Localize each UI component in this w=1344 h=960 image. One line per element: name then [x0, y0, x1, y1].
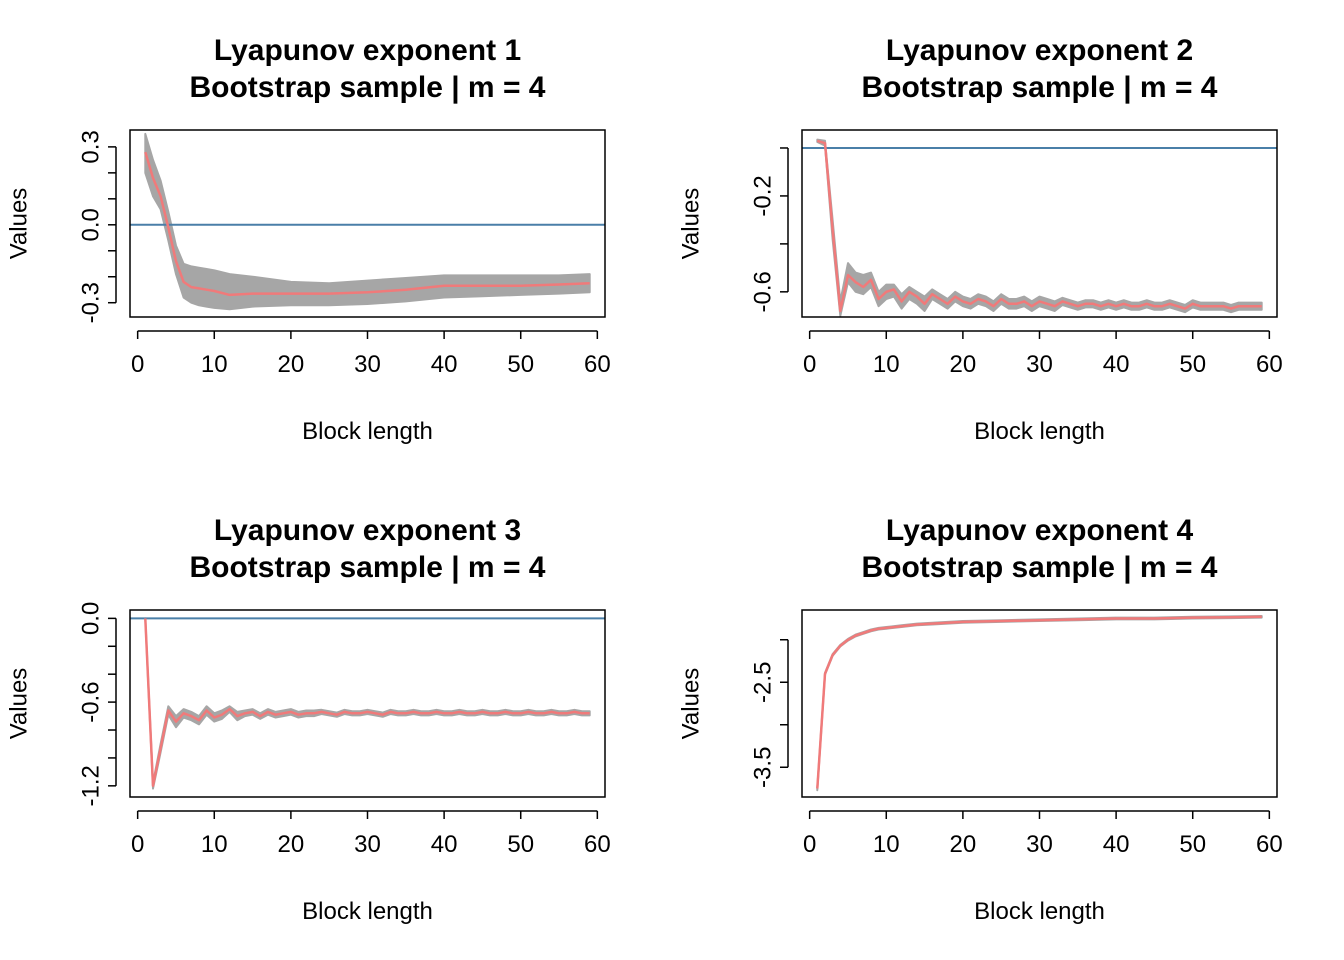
panel-subtitle: Bootstrap sample | m = 4 — [861, 551, 1217, 584]
y-tick-label: -1.2 — [77, 765, 104, 806]
plot-area — [130, 132, 605, 311]
x-tick-label: 20 — [278, 831, 305, 858]
x-tick-label: 30 — [354, 831, 381, 858]
x-axis-label: Block length — [974, 418, 1105, 445]
x-tick-label: 40 — [1103, 831, 1130, 858]
x-tick-label: 30 — [1026, 351, 1053, 378]
bootstrap-band — [816, 138, 1263, 317]
panel-4: Lyapunov exponent 4 Bootstrap sample | m … — [677, 514, 1282, 925]
x-axis-label: Block length — [974, 898, 1105, 925]
estimate-line — [816, 139, 1262, 313]
plot-area — [816, 615, 1263, 792]
x-tick-label: 60 — [584, 831, 611, 858]
x-tick-label: 10 — [201, 831, 228, 858]
x-tick-label: 50 — [1179, 831, 1206, 858]
y-tick-label: -0.3 — [77, 282, 104, 323]
panel-1: Lyapunov exponent 1 Bootstrap sample | m … — [5, 34, 610, 445]
y-tick-label: -2.5 — [749, 662, 776, 703]
y-axis-label: Values — [5, 188, 32, 260]
x-axis-label: Block length — [302, 898, 433, 925]
x-tick-label: 60 — [1256, 831, 1283, 858]
plot-frame — [129, 609, 606, 798]
x-tick-label: 10 — [873, 351, 900, 378]
bootstrap-band — [144, 617, 591, 790]
y-tick-label: 0.3 — [77, 130, 104, 163]
y-axis-label: Values — [677, 188, 704, 260]
x-tick-label: 20 — [950, 831, 977, 858]
x-tick-label: 10 — [201, 351, 228, 378]
estimate-line — [144, 151, 590, 297]
x-tick-label: 40 — [431, 351, 458, 378]
y-tick-label: 0.0 — [77, 208, 104, 241]
x-tick-label: 0 — [131, 831, 144, 858]
y-axis-label: Values — [677, 668, 704, 740]
x-tick-label: 30 — [1026, 831, 1053, 858]
x-tick-label: 0 — [131, 351, 144, 378]
plot-frame — [801, 129, 1278, 318]
panel-3: Lyapunov exponent 3 Bootstrap sample | m … — [5, 514, 610, 925]
x-tick-label: 60 — [584, 351, 611, 378]
y-tick-label: 0.0 — [77, 602, 104, 635]
y-axis-label: Values — [5, 668, 32, 740]
x-tick-label: 30 — [354, 351, 381, 378]
panel-title: Lyapunov exponent 3 — [214, 514, 521, 547]
panel-title: Lyapunov exponent 1 — [214, 34, 521, 67]
x-tick-label: 60 — [1256, 351, 1283, 378]
estimate-line — [144, 618, 590, 788]
x-axis-label: Block length — [302, 418, 433, 445]
x-tick-label: 20 — [950, 351, 977, 378]
x-tick-label: 20 — [278, 351, 305, 378]
panel-subtitle: Bootstrap sample | m = 4 — [189, 551, 545, 584]
x-tick-label: 10 — [873, 831, 900, 858]
x-tick-label: 40 — [431, 831, 458, 858]
plot-area — [802, 138, 1277, 317]
plot-frame — [129, 129, 606, 318]
x-tick-label: 50 — [1179, 351, 1206, 378]
panel-subtitle: Bootstrap sample | m = 4 — [189, 71, 545, 104]
y-tick-label: -3.5 — [749, 747, 776, 788]
x-tick-label: 50 — [507, 351, 534, 378]
plot-area — [130, 617, 605, 790]
y-tick-label: -0.6 — [77, 681, 104, 722]
plot-frame — [801, 609, 1278, 798]
y-tick-label: -0.2 — [749, 175, 776, 216]
x-tick-label: 0 — [803, 351, 816, 378]
estimate-line — [816, 615, 1262, 789]
x-tick-label: 0 — [803, 831, 816, 858]
bootstrap-band — [816, 615, 1263, 792]
panel-title: Lyapunov exponent 4 — [886, 514, 1194, 547]
panel-title: Lyapunov exponent 2 — [886, 34, 1193, 67]
x-tick-label: 40 — [1103, 351, 1130, 378]
panel-subtitle: Bootstrap sample | m = 4 — [861, 71, 1217, 104]
panel-2: Lyapunov exponent 2 Bootstrap sample | m … — [677, 34, 1282, 445]
bootstrap-band — [144, 132, 591, 311]
x-tick-label: 50 — [507, 831, 534, 858]
y-tick-label: -0.6 — [749, 271, 776, 312]
